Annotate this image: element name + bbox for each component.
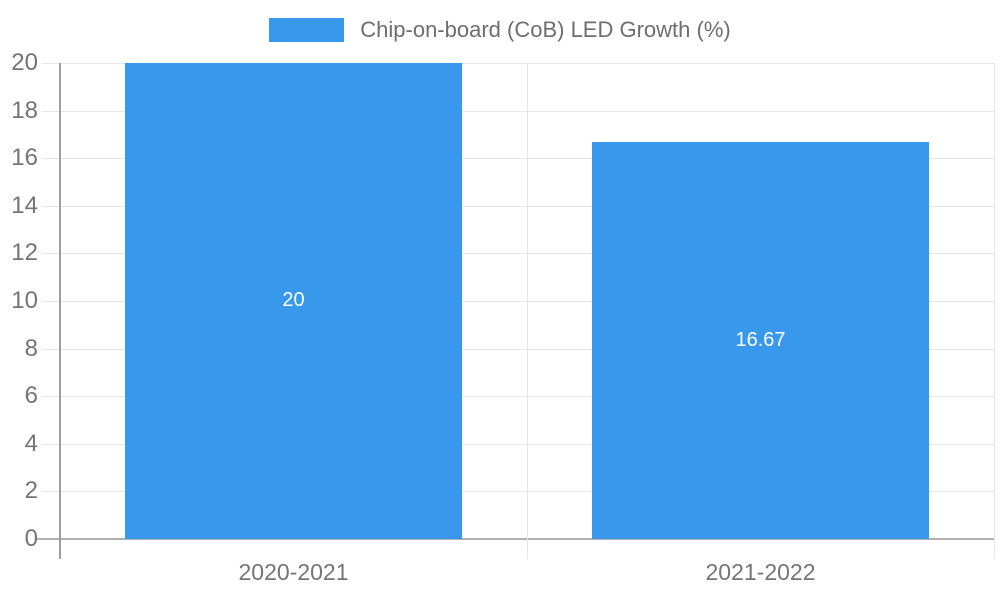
gridline-y-16 xyxy=(42,158,994,160)
x-tick-label: 2021-2022 xyxy=(705,559,816,585)
bar-2020-2021[interactable] xyxy=(125,63,462,539)
y-tick-label: 4 xyxy=(24,429,38,457)
y-tick-label: 10 xyxy=(11,287,38,314)
gridline-y-8 xyxy=(42,348,994,350)
y-tick-label: 16 xyxy=(11,144,38,172)
gridline-x-1 xyxy=(527,63,528,559)
x-tick-label: 2020-2021 xyxy=(238,559,349,585)
gridline-y-14 xyxy=(42,205,994,207)
y-tick-label: 20 xyxy=(11,49,38,76)
gridline-x-2 xyxy=(994,63,995,559)
gridline-y-12 xyxy=(42,253,994,255)
bar-value-label: 16.67 xyxy=(735,328,786,351)
y-tick-label: 6 xyxy=(24,382,38,410)
legend-swatch xyxy=(269,18,345,42)
y-tick-label: 18 xyxy=(11,96,38,124)
y-tick-label: 14 xyxy=(11,191,38,219)
legend-label: Chip-on-board (CoB) LED Growth (%) xyxy=(360,17,731,42)
gridline-y-18 xyxy=(42,110,994,112)
gridline-y-4 xyxy=(42,443,994,445)
y-tick-label: 12 xyxy=(11,239,38,267)
gridline-y-2 xyxy=(42,491,994,493)
bar-2021-2022[interactable] xyxy=(592,142,929,539)
y-tick-label: 2 xyxy=(24,477,38,505)
gridline-y-6 xyxy=(42,396,994,398)
legend[interactable]: Chip-on-board (CoB) LED Growth (%) xyxy=(0,16,1000,44)
gridline-y-20 xyxy=(42,63,994,64)
bar-value-label: 20 xyxy=(282,289,305,311)
x-axis-baseline xyxy=(37,538,994,540)
y-tick-label: 0 xyxy=(24,525,38,552)
gridline-y-10 xyxy=(42,301,994,302)
y-axis-line xyxy=(59,63,61,559)
y-tick-label: 8 xyxy=(24,334,38,362)
